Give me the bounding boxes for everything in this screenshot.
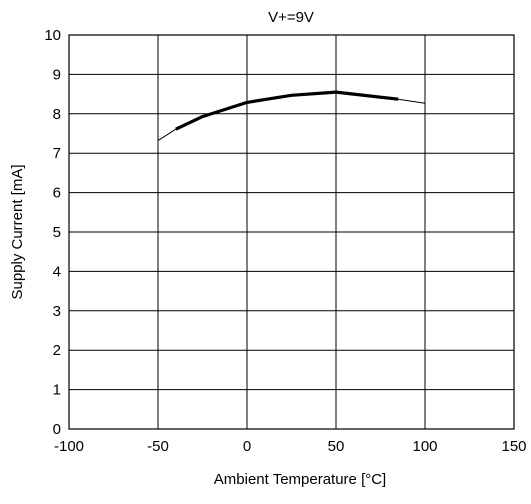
y-tick-label: 1 [53, 382, 61, 399]
x-axis-title: Ambient Temperature [°C] [214, 471, 386, 488]
x-tick-label: 150 [501, 438, 526, 455]
y-tick-label: 7 [53, 145, 61, 162]
x-tick-label: -100 [54, 438, 84, 455]
x-tick-label: 0 [243, 438, 251, 455]
plot-frame [68, 34, 515, 430]
y-tick-label: 8 [53, 106, 61, 123]
y-tick-label: 10 [44, 27, 61, 44]
y-tick-label: 2 [53, 342, 61, 359]
y-tick-label: 6 [53, 185, 61, 202]
y-tick-label: 4 [53, 263, 61, 280]
grid-layer [69, 35, 514, 429]
series-layer [157, 90, 426, 142]
y-axis-title: Supply Current [mA] [9, 164, 26, 299]
y-tick-label: 9 [53, 66, 61, 83]
x-tick-label: 50 [328, 438, 345, 455]
y-tick-label: 0 [53, 421, 61, 438]
y-tick-label: 5 [53, 224, 61, 241]
supply-current-line-extrapolated [157, 128, 177, 142]
y-tick-label: 3 [53, 303, 61, 320]
tick-label-layer: -100 -50 0 50 100 150 0 1 2 3 4 5 6 7 8 9 10 [44, 27, 526, 455]
supply-current-line-extrapolated [398, 98, 426, 104]
x-tick-label: -50 [147, 438, 169, 455]
x-tick-label: 100 [412, 438, 437, 455]
chart-title: V+=9V [268, 9, 314, 26]
supply-current-line-main [175, 90, 399, 131]
